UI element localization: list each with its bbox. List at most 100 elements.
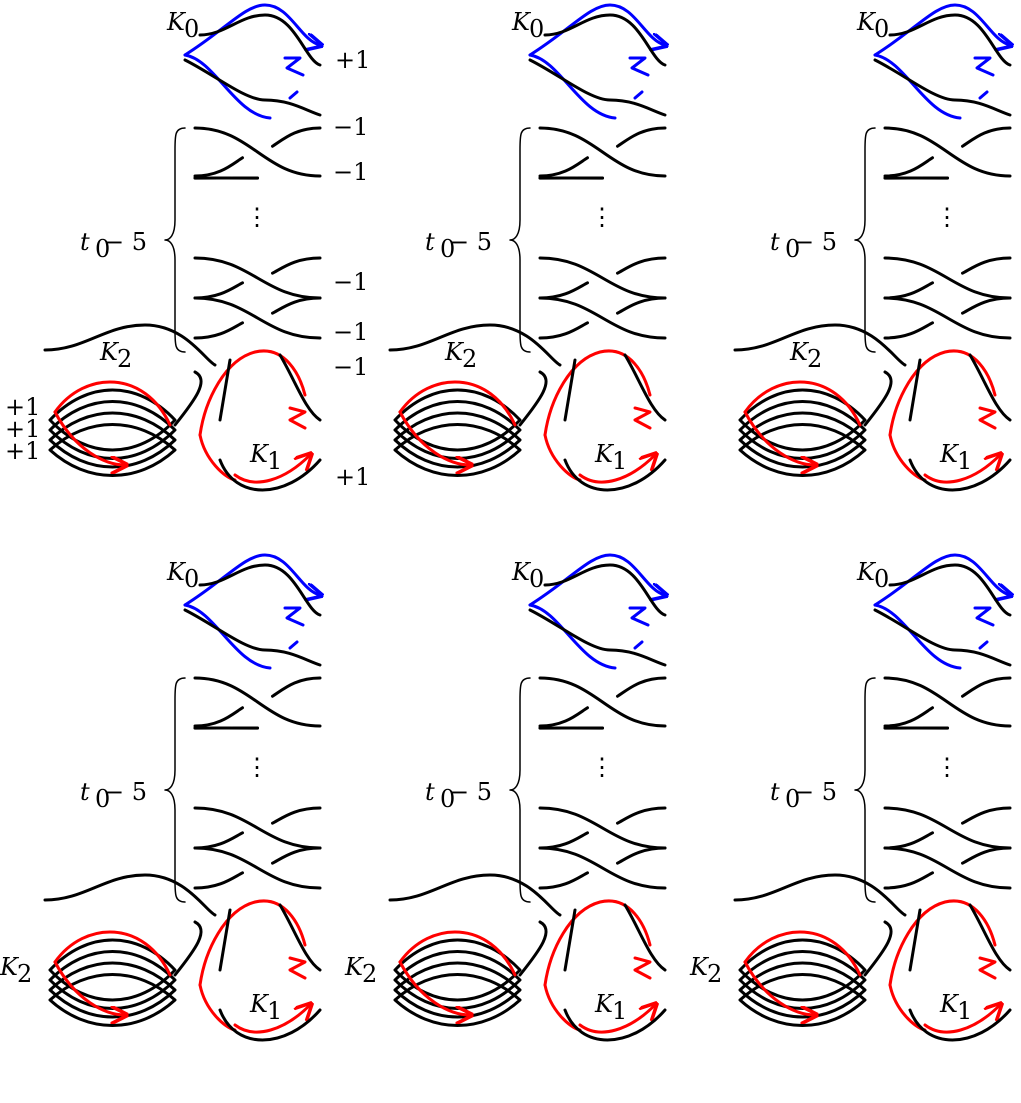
k1-black-dash (908, 358, 922, 422)
k0-lower-arc (183, 53, 272, 120)
twist-2 (883, 806, 1012, 850)
k0-top-arc (183, 3, 320, 57)
twist-3-under-a (193, 871, 244, 890)
k1-label-sub: 1 (612, 997, 627, 1025)
k2-red-top (398, 930, 517, 977)
twist-1-under-a (538, 706, 589, 728)
k2-label-main: K (444, 338, 465, 366)
twist-3-under-b (961, 846, 1012, 865)
k1-black-right (278, 353, 322, 422)
k1-red-bottom (578, 1005, 655, 1034)
twist-framing-1: −1 (333, 158, 368, 186)
twist-2-under-b (961, 806, 1012, 825)
brace-t: t (80, 228, 90, 256)
k1-label-main: K (939, 990, 960, 1018)
k1-black-dash (908, 908, 922, 972)
k0-black-mid (528, 608, 667, 667)
twist-framing-0: −1 (333, 113, 368, 141)
twist-2-under-a (193, 281, 244, 300)
k0-black-mid (873, 58, 1012, 117)
k1-black-right (623, 903, 667, 972)
twist-framing-2: −1 (333, 268, 368, 296)
brace-rest: − 5 (104, 228, 147, 256)
twist-1 (538, 676, 667, 728)
twist-1-over (193, 676, 322, 728)
twist-framing-3: −1 (333, 318, 368, 346)
twist-3-under-a (193, 321, 244, 340)
brace-rest: − 5 (794, 228, 837, 256)
k0-black-mid (873, 608, 1012, 667)
k2-connector (863, 920, 893, 977)
twist-2 (538, 256, 667, 300)
k2-big-arc (43, 323, 217, 367)
k0-black-mid (183, 608, 322, 667)
k0-top-arc (183, 553, 320, 607)
k2-lens-0 (393, 938, 522, 1002)
twist-dots: ⋮ (245, 203, 269, 231)
k2-lens-1 (48, 950, 177, 1010)
twist-3 (538, 296, 667, 340)
twist-2 (883, 256, 1012, 300)
twist-dots: ⋮ (245, 753, 269, 781)
k0-lower-arc (873, 603, 962, 670)
k1-red-left (198, 983, 237, 1032)
twist-3-under-a (883, 321, 934, 340)
k2-lens-1 (738, 950, 867, 1010)
k1-label-main: K (249, 990, 270, 1018)
k2-lens-3 (48, 423, 177, 477)
k0-dash (288, 90, 299, 100)
brace-rest: − 5 (794, 778, 837, 806)
twist-1-under-b (271, 126, 322, 148)
twist-2-under-a (883, 831, 934, 850)
k0-label-main: K (511, 8, 532, 36)
twist-3-over (538, 846, 667, 890)
k2-lens-1 (393, 400, 522, 460)
k0-lower-arc (528, 53, 617, 120)
panel-p4: K 0⋮t 0 − 5K 2K 1 (0, 553, 322, 1042)
k2-big-arc (43, 873, 217, 917)
k1-red-left (198, 433, 237, 482)
brace-t: t (425, 228, 435, 256)
twist-2-under-b (961, 256, 1012, 275)
k2-red-bottom (53, 410, 125, 465)
twist-1-over (538, 126, 667, 178)
panel-p2: K 0⋮t 0 − 5K 2K 1 (388, 3, 667, 492)
k2-lens-3 (738, 423, 867, 477)
twist-2 (193, 256, 322, 300)
k1-black-bottom (563, 1008, 667, 1042)
brace-sub: 0 (440, 785, 455, 813)
twist-2-under-b (616, 256, 667, 275)
twist-2-under-a (538, 281, 589, 300)
twist-3-under-b (616, 296, 667, 315)
k0-zigzag (973, 56, 995, 77)
k1-red-zigzag (978, 956, 997, 980)
framing-labels: +1−1−1−1−1−1+1+1+1+1 (5, 46, 370, 491)
k2-label-main: K (789, 338, 810, 366)
twist-1-over (883, 126, 1012, 178)
k2-lens-2 (738, 411, 867, 469)
k0-label-sub: 0 (529, 15, 544, 43)
twist-3-over (538, 296, 667, 340)
twist-1-under-b (616, 676, 667, 698)
twist-1 (538, 126, 667, 178)
